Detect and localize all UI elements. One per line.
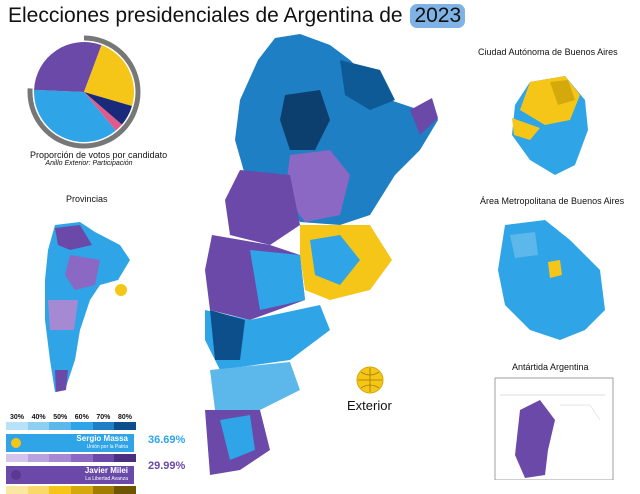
legend-milei: Javier Milei La Libertad Avanza <box>6 465 136 485</box>
exterior-globe-icon <box>356 366 384 394</box>
neuquen <box>210 310 245 360</box>
label-antartida: Antártida Argentina <box>512 362 589 372</box>
map-canvas <box>27 34 614 480</box>
milei-party: La Libertad Avanza <box>85 476 128 482</box>
chubut <box>210 362 300 410</box>
label-exterior: Exterior <box>347 398 392 413</box>
misiones <box>410 98 438 135</box>
pie-slice-4 <box>84 92 122 131</box>
pie-slice-2 <box>84 45 134 107</box>
label-amba: Área Metropolitana de Buenos Aires <box>480 196 625 206</box>
scale-50: 50% <box>53 414 68 421</box>
pie-slice-0 <box>34 89 116 142</box>
legend-massa: Sergio Massa Unión por la Patria <box>6 433 136 453</box>
pie-subcaption: Anillo Exterior: Participación <box>45 160 133 167</box>
title-year: 2023 <box>410 4 466 28</box>
scale-80: 80% <box>117 414 132 421</box>
patagonia-south-blue <box>220 415 255 460</box>
vote-share-pie <box>27 35 141 149</box>
north-dark <box>280 90 330 150</box>
scale-40: 40% <box>31 414 46 421</box>
massa-box: Sergio Massa Unión por la Patria <box>6 434 134 452</box>
argentina-main-map <box>205 34 438 475</box>
milei-color-bar <box>6 454 137 462</box>
milei-party-icon <box>11 470 21 480</box>
scale-60: 60% <box>74 414 89 421</box>
legend: 30% 40% 50% 60% 70% 80% Sergio Massa Unió… <box>6 414 185 494</box>
massa-color-bar <box>6 422 137 430</box>
massa-name: Sergio Massa <box>76 434 128 443</box>
page-title: Elecciones presidenciales de Argentina d… <box>8 4 466 28</box>
caba-map <box>512 76 588 175</box>
title-text: Elecciones presidenciales de Argentina d… <box>8 4 403 27</box>
pie-caption: Proporción de votos por candidato Anillo… <box>30 150 168 167</box>
scale-30: 30% <box>10 414 25 421</box>
label-caba: Ciudad Autónoma de Buenos Aires <box>478 47 618 57</box>
pampa <box>250 250 305 310</box>
label-provincias: Provincias <box>66 194 108 204</box>
massa-party-icon <box>11 438 21 448</box>
legend-scale: 30% 40% 50% 60% 70% 80% <box>6 414 136 421</box>
center-milei <box>285 150 350 222</box>
turnout-ring <box>27 35 141 149</box>
antartida-map <box>494 377 614 480</box>
massa-party: Unión por la Patria <box>86 444 128 450</box>
cordoba <box>225 170 300 245</box>
pie-caption-text: Proporción de votos por candidato <box>30 150 168 160</box>
milei-name: Javier Milei <box>84 466 128 475</box>
massa-pct: 36.69% <box>148 434 186 446</box>
milei-pct: 29.99% <box>148 460 186 472</box>
bullrich-color-bar <box>6 486 137 494</box>
scale-70: 70% <box>96 414 111 421</box>
pie-slice-1 <box>34 42 102 92</box>
pie-slice-3 <box>84 92 132 125</box>
amba-map <box>498 220 605 340</box>
provincias-map <box>45 222 130 392</box>
milei-box: Javier Milei La Libertad Avanza <box>6 466 134 484</box>
north-east <box>340 60 395 110</box>
buenos-aires-blue <box>310 235 360 285</box>
